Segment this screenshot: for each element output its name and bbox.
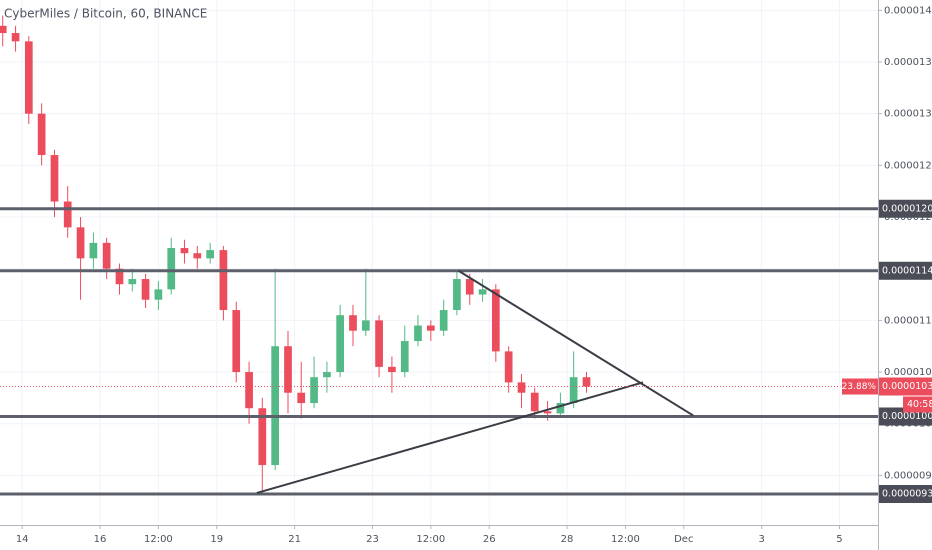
candle-body	[349, 315, 357, 331]
candle-body	[361, 320, 370, 331]
candle-body	[569, 377, 578, 404]
chart-title: CyberMiles / Bitcoin, 60, BINANCE	[4, 7, 207, 21]
countdown-label: 40:58	[907, 399, 932, 410]
candle-body	[517, 382, 526, 393]
candle-body	[271, 346, 280, 466]
level-badge	[879, 261, 932, 280]
change-badge	[842, 378, 878, 395]
plot-area	[0, 15, 591, 491]
level-label: 0.00001148	[882, 265, 932, 276]
y-tick-label: 0.00001350	[884, 57, 932, 68]
candle-body	[465, 279, 474, 295]
candle-body	[180, 248, 189, 254]
x-tick-label: 16	[94, 534, 107, 545]
candle-body	[284, 346, 292, 393]
candle-body	[400, 341, 409, 373]
candle-body	[375, 320, 383, 367]
y-tick-label: 0.00001100	[884, 315, 932, 326]
y-tick-label: 0.00001050	[884, 367, 932, 378]
candle-body	[102, 242, 111, 269]
candle-body	[297, 392, 306, 404]
x-tick-label: 19	[210, 534, 223, 545]
candle-body	[167, 248, 176, 290]
candle-body	[426, 325, 435, 331]
y-tick-label: 0.00001400	[884, 5, 932, 16]
candle-body	[414, 325, 422, 342]
candle-body	[128, 279, 137, 285]
x-tick-label: 12:00	[416, 534, 445, 545]
candle-body	[478, 289, 487, 295]
candle-body	[310, 377, 318, 404]
y-tick-label: 0.00001250	[884, 160, 932, 171]
level-badge	[879, 484, 932, 503]
candle-body	[154, 289, 163, 300]
candle-body	[258, 408, 267, 466]
level-label: 0.00001208	[882, 203, 932, 214]
candle-body	[219, 250, 228, 311]
level-label: 0.00001007	[882, 411, 932, 422]
x-tick-label: 3	[758, 534, 764, 545]
grid	[0, 0, 878, 525]
candle-body	[491, 289, 500, 352]
x-tick-label: 26	[483, 534, 496, 545]
candle-body	[0, 25, 7, 34]
change-label: -23.88%	[838, 382, 876, 392]
x-tick-label: 21	[288, 534, 301, 545]
candle-body	[24, 41, 33, 114]
trend-line	[256, 381, 644, 494]
x-tick-label: 12:00	[611, 534, 640, 545]
candle-body	[556, 403, 565, 414]
candle-body	[232, 310, 241, 373]
price-label: 0.00001036	[882, 381, 932, 392]
trend-line	[457, 269, 694, 417]
x-tick-label: 23	[366, 534, 379, 545]
candle-body	[453, 279, 461, 311]
candle-body	[50, 155, 59, 202]
candle-body	[193, 253, 202, 259]
candle-body	[63, 201, 72, 228]
x-tick-label: 12:00	[144, 534, 173, 545]
candle-body	[89, 242, 98, 259]
candle-body	[76, 227, 85, 259]
candle-body	[323, 372, 331, 378]
candle-body	[504, 351, 513, 383]
candle-body	[245, 372, 253, 409]
x-tick-label: 14	[16, 534, 29, 545]
countdown-badge	[903, 396, 932, 413]
candle-body	[530, 392, 539, 412]
x-tick-label: 5	[836, 534, 842, 545]
y-tick-label: 0.00001300	[884, 109, 932, 120]
level-label: 0.00000932	[882, 488, 932, 499]
candle-body	[141, 279, 150, 300]
candle-body	[543, 411, 552, 414]
candle-body	[582, 377, 591, 387]
candle-body	[206, 250, 215, 259]
candle-body	[11, 33, 20, 42]
level-badge	[879, 199, 932, 218]
price-badge	[879, 377, 932, 396]
candle-body	[439, 310, 448, 331]
candle-body	[37, 113, 46, 156]
x-tick-label: Dec	[674, 534, 693, 545]
y-tick-label: 0.00000950	[884, 470, 932, 481]
candle-body	[336, 315, 345, 373]
candle-body	[115, 268, 124, 285]
candle-body	[388, 366, 396, 373]
x-tick-label: 28	[561, 534, 574, 545]
